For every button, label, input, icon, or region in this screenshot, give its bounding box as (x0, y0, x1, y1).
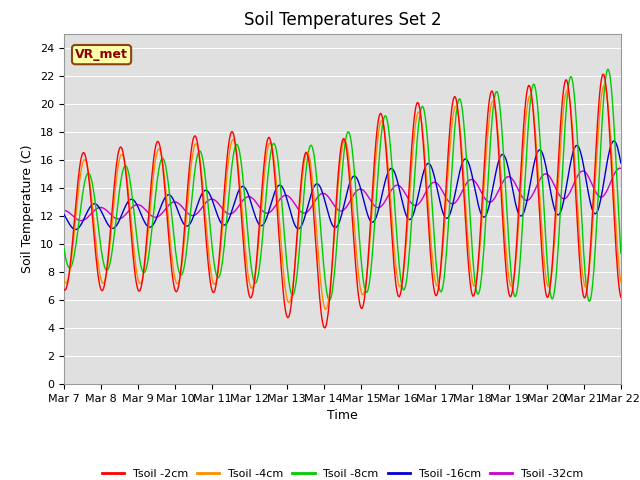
X-axis label: Time: Time (327, 409, 358, 422)
Text: VR_met: VR_met (75, 48, 128, 61)
Legend: Tsoil -2cm, Tsoil -4cm, Tsoil -8cm, Tsoil -16cm, Tsoil -32cm: Tsoil -2cm, Tsoil -4cm, Tsoil -8cm, Tsoi… (97, 465, 588, 480)
Title: Soil Temperatures Set 2: Soil Temperatures Set 2 (244, 11, 441, 29)
Y-axis label: Soil Temperature (C): Soil Temperature (C) (22, 144, 35, 273)
